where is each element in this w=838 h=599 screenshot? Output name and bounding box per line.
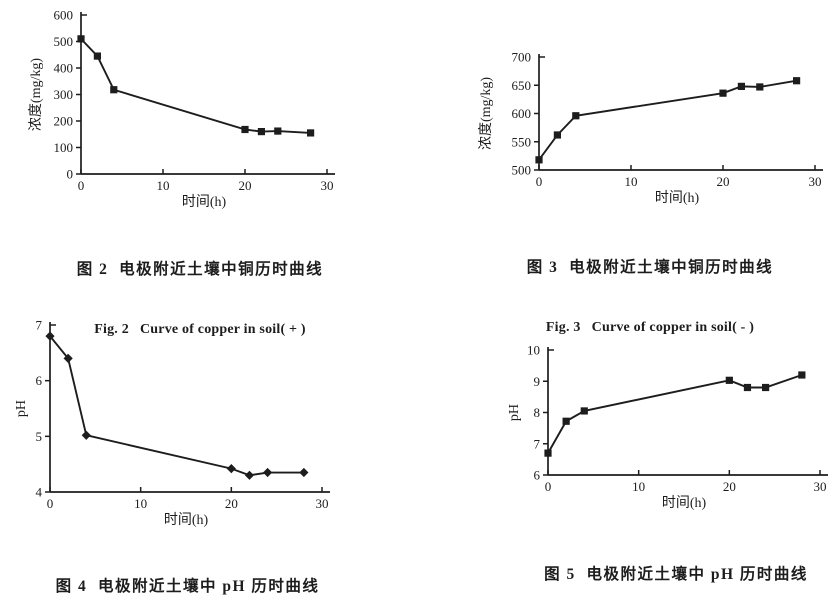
svg-text:30: 30: [809, 174, 822, 189]
svg-text:200: 200: [54, 114, 74, 129]
svg-text:650: 650: [512, 78, 532, 93]
svg-text:4: 4: [36, 485, 43, 500]
svg-text:30: 30: [316, 496, 329, 511]
fig3-caption-en: Fig. 3 Curve of copper in soil( - ): [545, 320, 755, 335]
svg-text:500: 500: [54, 34, 74, 49]
svg-text:700: 700: [512, 50, 532, 65]
svg-text:100: 100: [54, 140, 74, 155]
svg-text:时间(h): 时间(h): [655, 190, 700, 206]
fig5-chart: 6 7 8 9 10 0 10 20 30 时间(h) pH: [507, 343, 828, 511]
fig2-caption-en: Fig. 2 Curve of copper in soil( + ): [94, 322, 306, 337]
svg-text:5: 5: [36, 429, 43, 444]
svg-text:0: 0: [47, 496, 54, 511]
svg-text:时间(h): 时间(h): [182, 194, 227, 210]
svg-text:6: 6: [534, 468, 541, 483]
svg-text:20: 20: [717, 174, 730, 189]
svg-text:6: 6: [36, 373, 43, 388]
svg-text:浓度(mg/kg): 浓度(mg/kg): [28, 58, 44, 131]
svg-text:20: 20: [225, 496, 238, 511]
svg-text:pH: pH: [14, 400, 29, 417]
svg-text:7: 7: [36, 318, 43, 333]
svg-text:10: 10: [632, 479, 645, 494]
svg-text:9: 9: [534, 374, 541, 389]
svg-text:500: 500: [512, 163, 532, 178]
svg-text:30: 30: [814, 479, 827, 494]
svg-text:550: 550: [512, 134, 532, 149]
svg-text:600: 600: [54, 8, 74, 23]
fig4-caption: 图 4 电极附近土壤中 pH 历时曲线 Fig. 4 Curve of pH i…: [10, 541, 365, 599]
fig2-chart: 0 100 200 300 400 500 600 0 10 20 30 时间(h) 浓度(mg/kg): [28, 8, 335, 210]
svg-text:pH: pH: [507, 404, 522, 421]
svg-text:0: 0: [536, 174, 543, 189]
fig4-caption-zh: 图 4 电极附近土壤中 pH 历时曲线: [55, 578, 320, 595]
fig2-caption: 图 2 电极附近土壤中铜历时曲线 Fig. 2 Curve of copper …: [15, 224, 385, 374]
svg-text:30: 30: [321, 178, 334, 193]
fig5-caption-zh: 图 5 电极附近土壤中 pH 历时曲线: [544, 566, 808, 583]
fig3-caption: 图 3 电极附近土壤中铜历时曲线 Fig. 3 Curve of copper …: [468, 222, 832, 372]
fig2-caption-zh: 图 2 电极附近土壤中铜历时曲线: [76, 261, 324, 278]
svg-text:10: 10: [157, 178, 170, 193]
svg-text:400: 400: [54, 61, 74, 76]
svg-text:10: 10: [134, 496, 147, 511]
fig5-caption: 图 5 电极附近土壤中 pH 历时曲线 Fig. 5 Curve of pH i…: [495, 529, 838, 599]
fig3-caption-zh: 图 3 电极附近土壤中铜历时曲线: [526, 259, 774, 276]
svg-text:300: 300: [54, 87, 74, 102]
fig4-chart: 4 5 6 7 0 10 20 30 时间(h) pH: [14, 318, 330, 528]
svg-text:10: 10: [527, 343, 540, 358]
svg-text:600: 600: [512, 106, 532, 121]
svg-text:时间(h): 时间(h): [164, 512, 209, 528]
fig3-chart: 500 550 600 650 700 0 10 20 30 时间(h) 浓度(mg/kg): [478, 50, 823, 206]
svg-text:0: 0: [67, 167, 74, 182]
svg-text:0: 0: [545, 479, 552, 494]
svg-text:8: 8: [534, 405, 541, 420]
svg-text:0: 0: [78, 178, 85, 193]
svg-text:7: 7: [534, 436, 541, 451]
svg-text:时间(h): 时间(h): [662, 495, 707, 511]
svg-text:20: 20: [723, 479, 736, 494]
svg-text:浓度(mg/kg): 浓度(mg/kg): [478, 77, 494, 150]
svg-text:10: 10: [625, 174, 638, 189]
svg-text:20: 20: [239, 178, 252, 193]
